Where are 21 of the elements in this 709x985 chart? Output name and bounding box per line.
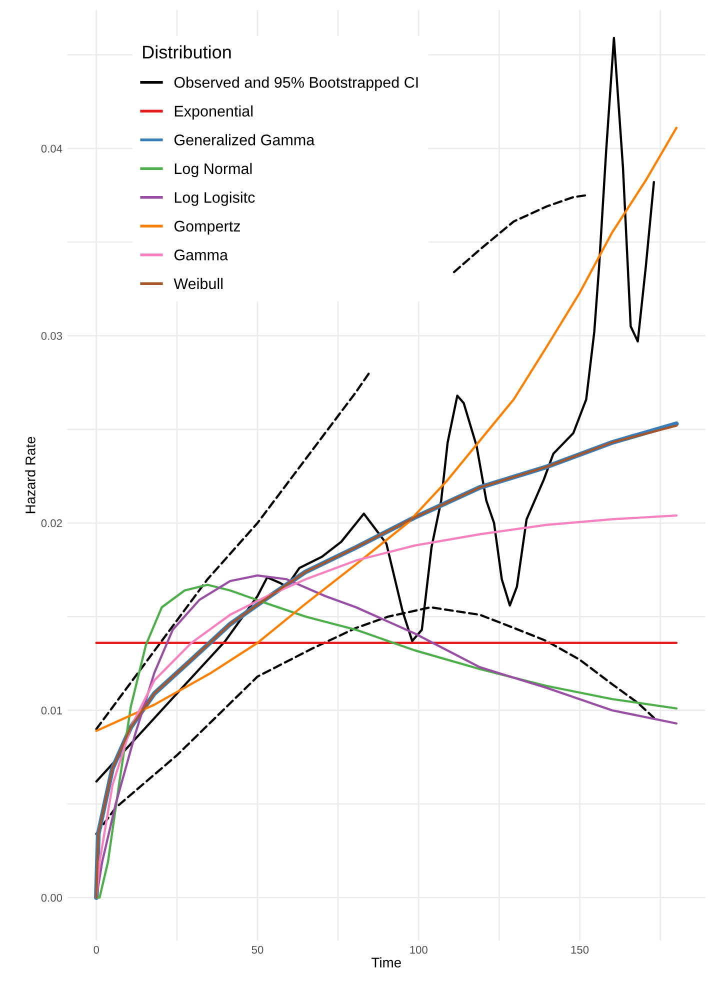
x-tick-label: 100 — [410, 946, 428, 954]
legend-title: Distribution — [143, 45, 231, 59]
x-tick-label: 50 — [252, 946, 264, 954]
legend-label: Log Normal — [174, 162, 252, 178]
legend-label: Observed and 95% Bootstrapped CI — [174, 76, 418, 91]
legend-label: Gompertz — [174, 220, 240, 235]
line-series — [95, 126, 678, 732]
x-tick-label: 150 — [571, 946, 589, 954]
y-tick-label: 0.04 — [41, 144, 62, 153]
y-tick-label: 0.02 — [41, 519, 62, 528]
legend-label: Gamma — [174, 250, 228, 260]
y-tick-label: 0.03 — [41, 332, 62, 340]
y-axis-title: Hazard Rate — [25, 436, 36, 514]
legend-label: Exponential — [174, 105, 252, 120]
x-tick-label: 0 — [94, 946, 100, 954]
legend-label: Log Logisitc — [174, 192, 255, 206]
legend-label: Generalized Gamma — [174, 134, 315, 146]
x-axis-title: Time — [372, 957, 401, 968]
legend-label: Weibull — [174, 278, 222, 290]
y-tick-label: 0.01 — [41, 706, 62, 714]
y-tick-label: 0.00 — [41, 894, 62, 902]
